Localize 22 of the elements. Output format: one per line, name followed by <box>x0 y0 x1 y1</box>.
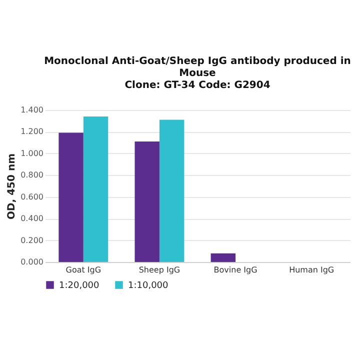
y-tick-label: 0.800 <box>20 170 44 180</box>
y-tick-label: 0.200 <box>20 236 44 245</box>
x-tick-label: Bovine IgG <box>214 266 258 274</box>
bar <box>210 253 236 262</box>
legend-label: 1:20,000 <box>59 281 100 291</box>
y-tick-label: 1.400 <box>20 106 44 114</box>
y-axis-title: OD, 450 nm <box>6 154 18 220</box>
chart-subtitle: Clone: GT-34 Code: G2904 <box>124 80 270 91</box>
y-tick-label: 0.600 <box>20 192 44 202</box>
y-tick-label: 1.000 <box>20 148 44 158</box>
bar <box>159 120 184 262</box>
bar <box>83 116 108 262</box>
x-tick-label: Sheep IgG <box>138 266 180 274</box>
x-tick-label: Goat IgG <box>66 266 102 274</box>
x-tick-label: Human IgG <box>289 266 334 274</box>
legend-label: 1:10,000 <box>128 281 169 291</box>
bar <box>134 141 160 262</box>
bar <box>58 132 84 262</box>
y-tick-label: 0.400 <box>20 214 44 224</box>
chart-title: Monoclonal Anti-Goat/Sheep IgG antibody produced in Mouse <box>44 56 351 79</box>
y-tick-label: 0.000 <box>20 258 44 266</box>
y-tick-label: 1.200 <box>20 127 44 136</box>
